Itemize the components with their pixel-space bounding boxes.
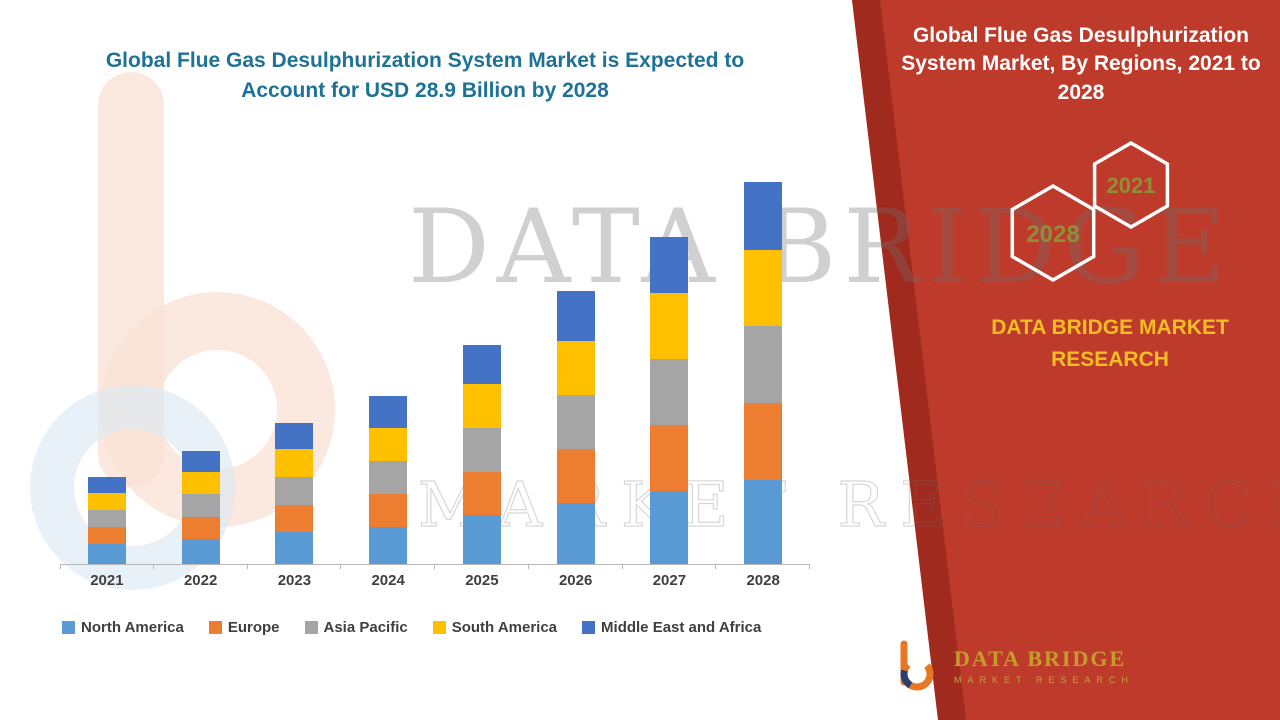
hexagon-2021-label: 2021 [1107, 173, 1156, 198]
bar-segment-middle-east-and-africa [650, 236, 689, 294]
bar-segment-north-america [181, 538, 220, 564]
stacked-bar-2023 [275, 422, 314, 564]
bar-column-2024: 2024 [341, 180, 435, 589]
bar-segment-europe [744, 402, 783, 480]
x-axis-label: 2022 [183, 572, 218, 589]
bar-segment-middle-east-and-africa [462, 344, 501, 385]
bar-segment-north-america [87, 544, 126, 564]
legend-label: South America [451, 619, 558, 636]
bar-segment-north-america [650, 491, 689, 564]
bar-segment-europe [87, 527, 126, 545]
bar-segment-south-america [87, 492, 126, 510]
legend-item-north-america: North America [62, 619, 184, 636]
x-axis-label: 2026 [558, 572, 593, 589]
bar-segment-europe [650, 425, 689, 492]
bar-segment-north-america [462, 515, 501, 564]
chart-legend: North America Europe Asia Pacific South Ame… [62, 619, 822, 636]
logo-title: DATA BRIDGE [954, 645, 1127, 671]
bar-segment-south-america [744, 249, 783, 327]
legend-item-asia-pacific: Asia Pacific [304, 619, 408, 636]
bar-segment-europe [275, 504, 314, 533]
stacked-bar-2028 [744, 182, 783, 564]
bar-segment-middle-east-and-africa [744, 182, 783, 250]
bar-segment-europe [181, 516, 220, 539]
legend-item-middle-east-and-africa: Middle East and Africa [582, 619, 761, 636]
bar-segment-north-america [369, 527, 408, 564]
bar-segment-south-america [181, 471, 220, 495]
bar-column-2022: 2022 [154, 180, 248, 589]
databridge-logo: DATA BRIDGE MARKET RESEARCH [888, 636, 1134, 694]
x-axis-label: 2025 [465, 572, 499, 589]
legend-label: Asia Pacific [323, 619, 408, 636]
hexagon-2021 [1092, 140, 1170, 230]
bar-segment-asia-pacific [650, 359, 689, 426]
bar-segment-europe [369, 494, 408, 527]
legend-item-europe: Europe [208, 619, 280, 636]
legend-swatch [62, 621, 75, 634]
right-panel-content: Global Flue Gas Desulphurization System … [820, 0, 1280, 720]
bar-segment-europe [556, 449, 595, 504]
x-axis-label: 2028 [746, 572, 780, 589]
legend-label: Europe [227, 619, 280, 636]
bar-segment-asia-pacific [87, 509, 126, 528]
year-hexagons: 2028 2021 [1010, 140, 1170, 283]
bar-segment-middle-east-and-africa [87, 476, 126, 493]
bar-segment-asia-pacific [369, 461, 408, 494]
x-axis-label: 2021 [90, 572, 124, 589]
legend-swatch [304, 621, 318, 634]
bar-segment-middle-east-and-africa [556, 290, 595, 342]
bar-segment-asia-pacific [462, 428, 501, 472]
bar-column-2027: 2027 [623, 180, 717, 589]
bar-segment-north-america [556, 503, 595, 564]
bar-column-2021: 2021 [60, 180, 154, 589]
logo-subtitle: MARKET RESEARCH [954, 674, 1134, 685]
bar-segment-middle-east-and-africa [181, 450, 220, 472]
bar-segment-middle-east-and-africa [369, 396, 408, 428]
legend-swatch [208, 621, 222, 634]
bar-column-2025: 2025 [435, 180, 529, 589]
bar-segment-south-america [650, 293, 689, 360]
x-axis-label: 2024 [371, 572, 405, 589]
stacked-bar-2027 [650, 236, 689, 564]
stacked-bar-2025 [462, 344, 501, 564]
databridge-logo-icon [900, 640, 934, 691]
bar-column-2023: 2023 [248, 180, 342, 589]
legend-label: Middle East and Africa [601, 619, 762, 636]
bar-segment-north-america [744, 479, 783, 564]
stacked-bar-2024 [369, 396, 408, 564]
bar-column-2026: 2026 [529, 180, 623, 589]
bar-column-2028: 2028 [716, 180, 810, 589]
bar-segment-asia-pacific [181, 494, 220, 517]
x-axis-label: 2023 [277, 572, 312, 589]
bar-segment-south-america [462, 384, 501, 429]
bar-segment-asia-pacific [275, 476, 314, 505]
hexagon-2028-label: 2028 [1026, 221, 1079, 248]
legend-swatch [582, 621, 596, 634]
stacked-bar-chart: 2021 2022 2023 2024 2025 2026 2027 2028 [60, 180, 810, 589]
legend-label: North America [81, 619, 184, 636]
bar-segment-asia-pacific [556, 395, 595, 450]
bar-segment-south-america [556, 341, 595, 396]
chart-headline: Global Flue Gas Desulphurization System … [105, 49, 745, 103]
panel-title: Global Flue Gas Desulphurization System … [901, 24, 1261, 104]
bar-segment-middle-east-and-africa [275, 422, 314, 450]
bar-segment-south-america [275, 449, 314, 477]
legend-swatch [432, 621, 446, 634]
stacked-bar-2021 [87, 476, 126, 564]
stacked-bar-2022 [181, 450, 220, 564]
hexagon-2028 [1010, 183, 1096, 283]
bar-segment-north-america [275, 532, 314, 564]
x-axis-label: 2027 [652, 572, 687, 589]
bar-segment-europe [462, 471, 501, 516]
bar-segment-asia-pacific [744, 326, 783, 403]
legend-item-south-america: South America [432, 619, 558, 636]
bar-segment-south-america [369, 428, 408, 461]
brand-caption: DATA BRIDGE MARKET RESEARCH [991, 316, 1229, 371]
stacked-bar-2026 [556, 290, 595, 564]
